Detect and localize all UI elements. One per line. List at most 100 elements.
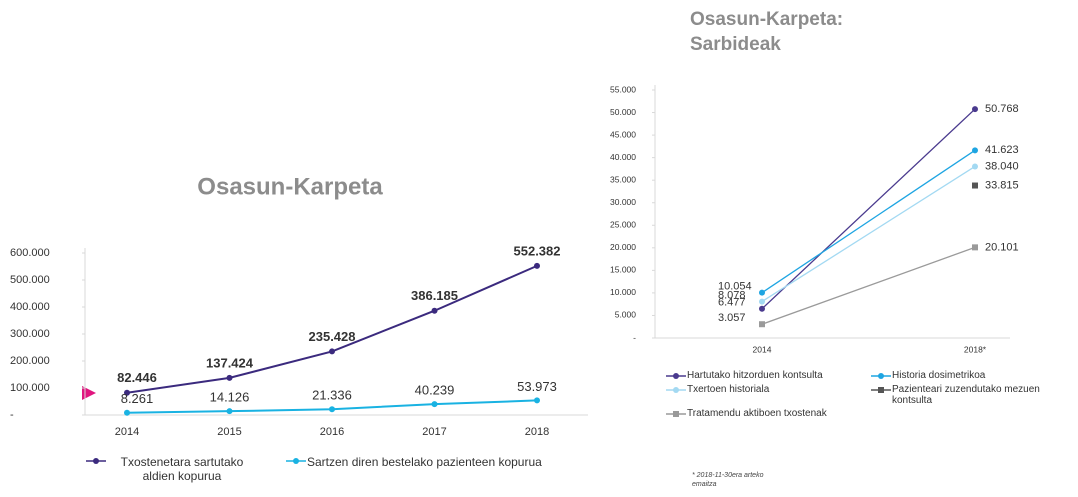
data-point — [759, 305, 765, 312]
legend-label: Historia dosimetrikoa — [892, 370, 986, 381]
x-tick-label: 2014 — [115, 426, 139, 438]
title-line: Osasun-Karpeta: — [690, 9, 843, 30]
legend-entry: Hartutako hitzorduen kontsulta — [665, 370, 870, 382]
legend-marker — [673, 411, 679, 417]
y-tick-label: 100.000 — [10, 382, 50, 394]
y-tick-label: 50.000 — [610, 107, 636, 117]
footnote: * 2018-11-30era arteko emaitza — [692, 472, 764, 488]
data-label: 137.424 — [206, 355, 254, 370]
y-tick-label: 400.000 — [10, 301, 50, 313]
data-label: 10.054 — [718, 281, 752, 293]
data-label: 33.815 — [985, 179, 1019, 191]
data-point — [431, 401, 438, 408]
x-tick-label: 2015 — [217, 426, 241, 438]
data-label: 40.239 — [415, 383, 455, 398]
chart-title: Osasun-Karpeta — [197, 173, 383, 200]
data-point — [972, 182, 978, 189]
legend-entry: Historia dosimetrikoa — [870, 370, 1075, 382]
legend: Txostenetara sartutako aldien kopurua Sar… — [85, 455, 575, 483]
data-label: 14.126 — [210, 390, 250, 405]
y-tick-label: - — [10, 409, 14, 421]
data-point — [226, 374, 233, 381]
legend-label: Txertoen historiala — [687, 384, 770, 395]
series-line — [761, 246, 976, 325]
y-tick-label: 10.000 — [610, 287, 636, 297]
data-point — [759, 298, 765, 305]
series-line — [761, 149, 976, 294]
data-label: 552.382 — [514, 243, 561, 258]
legend-marker — [673, 373, 679, 379]
data-point — [972, 163, 978, 170]
data-label: 6.477 — [718, 297, 746, 309]
data-label: 53.973 — [517, 379, 557, 394]
legend-label: Sartzen diren bestelako pazienteen kopur… — [307, 455, 542, 469]
y-tick-label: 600.000 — [10, 247, 50, 259]
legend-swatch — [666, 411, 686, 417]
legend-entry: Tratamendu aktiboen txostenak — [665, 408, 870, 420]
y-tick-label: 200.000 — [10, 355, 50, 367]
legend-marker — [93, 458, 99, 464]
legend-marker — [878, 373, 884, 379]
data-point — [431, 307, 438, 314]
y-tick-label: 30.000 — [610, 197, 636, 207]
legend-entry: Txertoen historiala — [665, 384, 870, 406]
legend: Hartutako hitzorduen kontsulta Historia d… — [665, 370, 1075, 420]
legend-swatch — [871, 387, 891, 393]
data-point — [329, 348, 335, 355]
y-tick-label: 35.000 — [610, 174, 636, 184]
legend-label: Tratamendu aktiboen txostenak — [687, 408, 827, 419]
x-tick-label: 2017 — [422, 426, 446, 438]
data-point — [124, 409, 130, 416]
data-label: 235.428 — [309, 329, 356, 344]
legend-marker — [293, 458, 299, 464]
legend-swatch — [871, 373, 891, 379]
data-label: 386.185 — [411, 288, 458, 303]
x-tick-label: 2014 — [753, 344, 772, 354]
y-tick-label: 45.000 — [610, 129, 636, 139]
y-tick-label: 40.000 — [610, 152, 636, 162]
data-label: 20.101 — [985, 241, 1019, 253]
y-tick-label: 5.000 — [615, 310, 637, 320]
x-tick-label: 2016 — [320, 426, 344, 438]
y-tick-label: - — [633, 332, 636, 342]
legend-swatch — [666, 373, 686, 379]
y-tick-label: 500.000 — [10, 274, 50, 286]
legend-marker — [878, 387, 884, 393]
legend-entry: Pazienteari zuzendutako mezuen kontsulta — [870, 384, 1075, 406]
legend-entry: Sartzen diren bestelako pazienteen kopur… — [285, 455, 575, 483]
series-line — [761, 165, 976, 303]
chart-title: Osasun-Karpeta: Sarbideak — [690, 9, 843, 55]
y-tick-label: 25.000 — [610, 220, 636, 230]
data-label: 3.057 — [718, 312, 746, 324]
x-tick-label: 2018 — [525, 426, 549, 438]
legend-marker — [673, 387, 679, 393]
legend-swatch — [86, 458, 106, 464]
data-label: 50.768 — [985, 103, 1019, 115]
title-line: Sarbideak — [690, 34, 781, 55]
x-tick-label: 2018* — [964, 344, 987, 354]
data-point — [124, 389, 130, 396]
y-tick-label: 55.000 — [610, 84, 636, 94]
legend-swatch — [286, 458, 306, 464]
legend-label: Pazienteari zuzendutako mezuen kontsulta — [892, 384, 1040, 406]
y-tick-label: 15.000 — [610, 265, 636, 275]
data-label: 21.336 — [312, 388, 352, 403]
data-point — [226, 408, 233, 415]
series-line — [761, 108, 976, 310]
data-point — [329, 406, 335, 413]
data-label: 41.623 — [985, 144, 1019, 156]
data-point — [534, 397, 540, 404]
legend-label: Hartutako hitzorduen kontsulta — [687, 370, 823, 381]
legend-entry: Txostenetara sartutako aldien kopurua — [85, 455, 285, 483]
data-point — [534, 262, 540, 269]
data-point — [759, 289, 765, 296]
legend-swatch — [666, 387, 686, 393]
data-point — [972, 147, 978, 154]
y-tick-label: 300.000 — [10, 328, 50, 340]
legend-label: Txostenetara sartutako aldien kopurua — [120, 455, 244, 483]
y-tick-label: 20.000 — [610, 242, 636, 252]
data-point — [759, 321, 765, 328]
data-label: 8.078 — [718, 289, 746, 301]
